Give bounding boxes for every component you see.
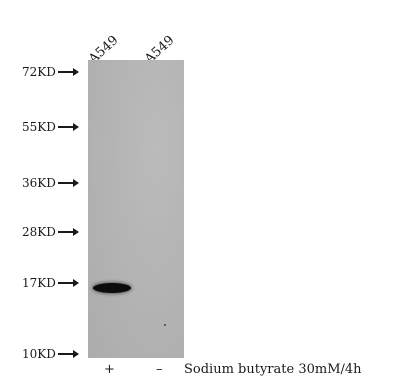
treatment-sign-lane1: + <box>104 362 115 377</box>
protein-band <box>93 283 131 293</box>
arrow-icon <box>57 123 79 131</box>
arrow-icon <box>57 228 79 236</box>
marker-72kd: 72KD <box>22 65 79 79</box>
marker-10kd: 10KD <box>22 347 79 361</box>
arrow-icon <box>57 68 79 76</box>
marker-label: 36KD <box>22 176 56 190</box>
marker-label: 72KD <box>22 65 56 79</box>
marker-label: 55KD <box>22 120 56 134</box>
arrow-icon <box>57 179 79 187</box>
marker-28kd: 28KD <box>22 225 79 239</box>
arrow-icon <box>57 279 79 287</box>
marker-55kd: 55KD <box>22 120 79 134</box>
marker-label: 10KD <box>22 347 56 361</box>
treatment-sign-lane2: – <box>156 362 163 377</box>
blot-membrane <box>88 60 184 358</box>
treatment-label: Sodium butyrate 30mM/4h <box>184 362 362 377</box>
marker-17kd: 17KD <box>22 276 79 290</box>
arrow-icon <box>57 350 79 358</box>
marker-label: 17KD <box>22 276 56 290</box>
marker-label: 28KD <box>22 225 56 239</box>
membrane-speck <box>164 324 166 326</box>
marker-36kd: 36KD <box>22 176 79 190</box>
